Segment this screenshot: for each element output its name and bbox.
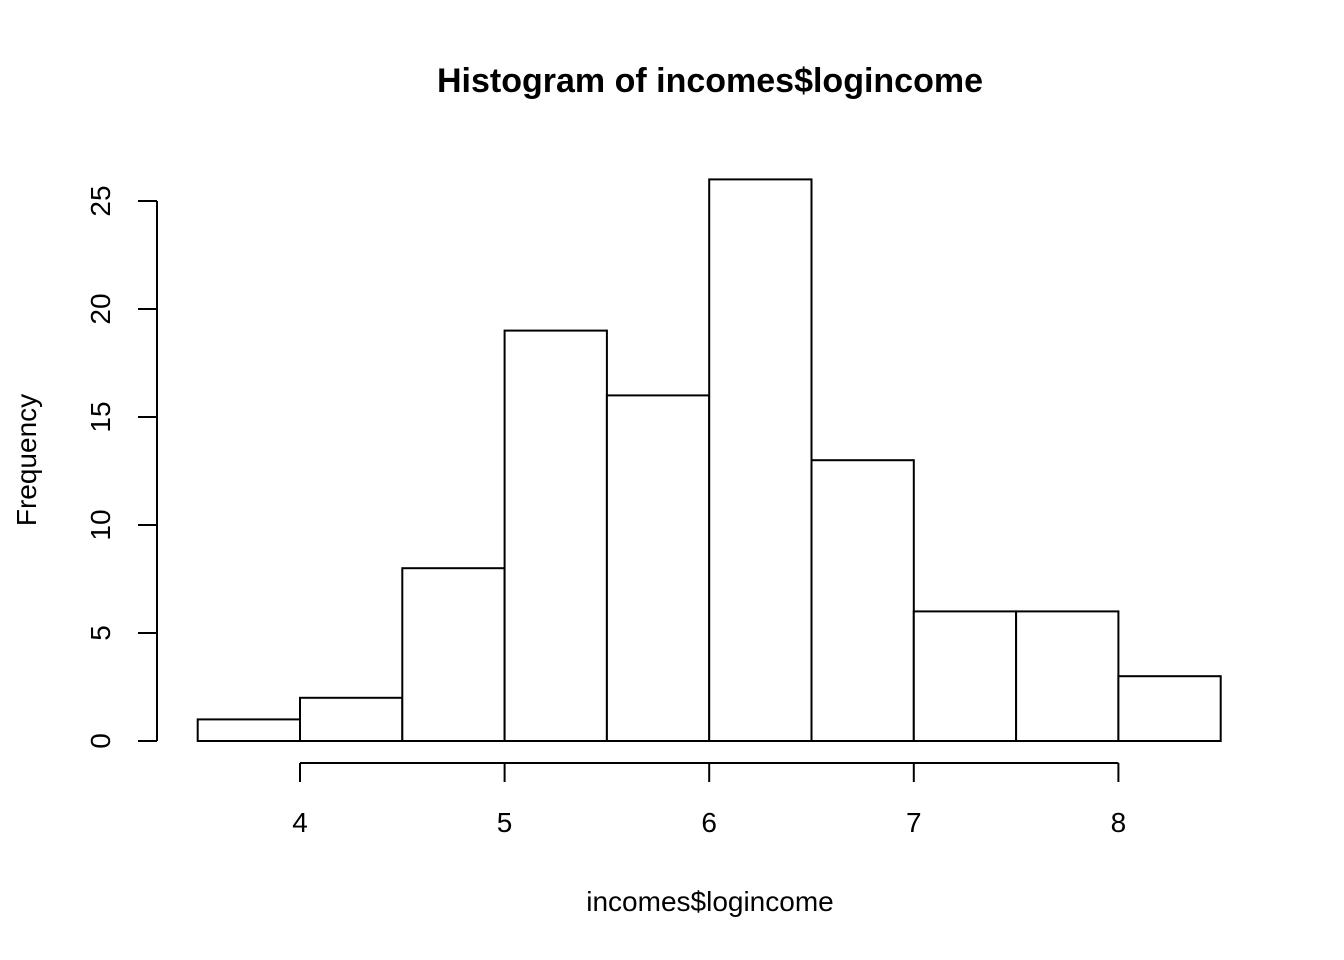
x-axis-label: incomes$logincome: [586, 886, 833, 917]
y-axis-label: Frequency: [11, 394, 42, 526]
x-tick-label-4: 4: [292, 807, 308, 838]
histogram-bar-0: [196, 718, 301, 743]
y-tick-label-5: 5: [85, 625, 116, 641]
x-tick-label-5: 5: [497, 807, 513, 838]
chart-title: Histogram of incomes$logincome: [437, 62, 983, 100]
y-tick-label-0: 0: [85, 733, 116, 749]
x-tick-label-6: 6: [701, 807, 717, 838]
histogram-bar-7: [912, 610, 1018, 743]
x-tick-label-7: 7: [906, 807, 922, 838]
x-axis: 4 5 6 7 8: [292, 762, 1127, 838]
histogram-bar-2: [401, 567, 506, 743]
histogram-bar-5: [708, 178, 813, 742]
y-tick-label-25: 25: [85, 185, 116, 216]
histogram-bar-6: [810, 459, 915, 742]
histogram-bar-4: [605, 394, 711, 742]
y-tick-label-15: 15: [85, 401, 116, 432]
histogram-bar-3: [503, 329, 608, 742]
histogram-bar-8: [1015, 610, 1120, 743]
y-tick-label-20: 20: [85, 293, 116, 324]
histogram-bar-9: [1117, 675, 1222, 743]
bars-group: [196, 178, 1222, 743]
y-tick-label-10: 10: [85, 509, 116, 540]
y-axis: 0 5 10 15 20 25: [85, 185, 158, 749]
histogram-bar-1: [299, 696, 404, 742]
x-tick-label-8: 8: [1111, 807, 1127, 838]
